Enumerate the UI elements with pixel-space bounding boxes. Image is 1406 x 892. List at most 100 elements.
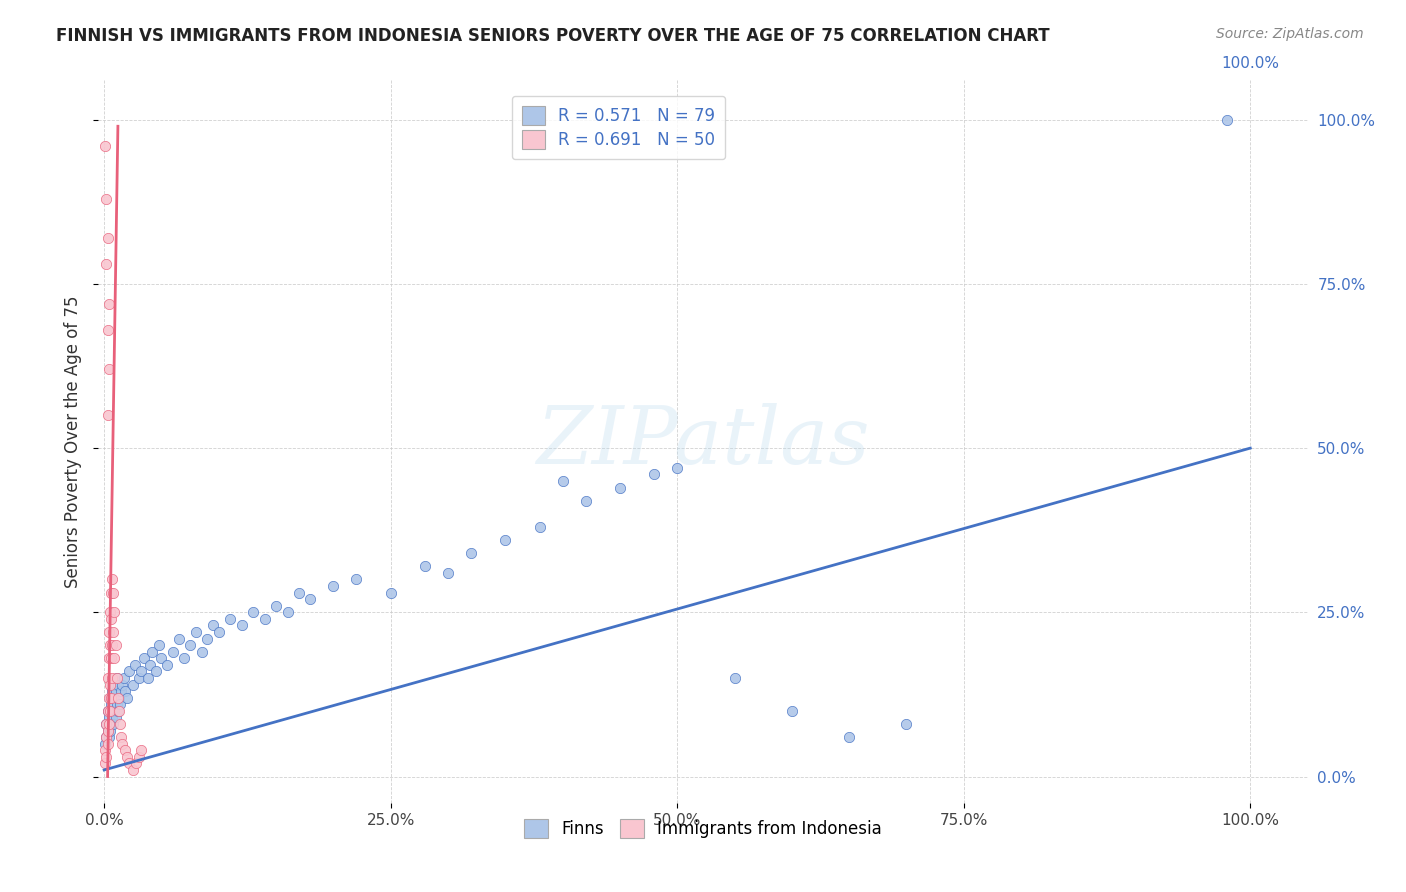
Point bbox=[104, 638, 127, 652]
Point bbox=[208, 625, 231, 640]
Point bbox=[98, 704, 121, 718]
Point bbox=[97, 651, 120, 665]
Point bbox=[322, 579, 344, 593]
Point bbox=[97, 730, 120, 744]
Point bbox=[529, 520, 551, 534]
Point bbox=[108, 698, 131, 712]
Point bbox=[103, 690, 125, 705]
Point bbox=[145, 665, 167, 679]
Point bbox=[97, 362, 120, 376]
Point bbox=[97, 690, 120, 705]
Point bbox=[494, 533, 516, 547]
Point bbox=[115, 690, 138, 705]
Point bbox=[551, 474, 574, 488]
Point bbox=[107, 690, 129, 705]
Point bbox=[277, 605, 299, 619]
Point bbox=[101, 710, 124, 724]
Point bbox=[264, 599, 287, 613]
Point bbox=[98, 638, 121, 652]
Point bbox=[128, 671, 150, 685]
Point bbox=[103, 605, 125, 619]
Point bbox=[838, 730, 860, 744]
Point bbox=[195, 632, 218, 646]
Point bbox=[94, 756, 117, 771]
Point bbox=[98, 677, 121, 691]
Y-axis label: Seniors Poverty Over the Age of 75: Seniors Poverty Over the Age of 75 bbox=[65, 295, 83, 588]
Point bbox=[344, 573, 367, 587]
Point bbox=[103, 717, 125, 731]
Point bbox=[101, 671, 124, 685]
Point bbox=[141, 645, 163, 659]
Point bbox=[167, 632, 190, 646]
Point bbox=[121, 763, 143, 777]
Point bbox=[105, 671, 128, 685]
Point bbox=[100, 651, 122, 665]
Point bbox=[97, 717, 120, 731]
Point bbox=[100, 612, 122, 626]
Point bbox=[97, 710, 120, 724]
Point bbox=[105, 698, 128, 712]
Point bbox=[179, 638, 201, 652]
Legend: Finns, Immigrants from Indonesia: Finns, Immigrants from Indonesia bbox=[517, 813, 889, 845]
Point bbox=[97, 409, 120, 423]
Point bbox=[108, 704, 131, 718]
Point bbox=[103, 651, 125, 665]
Point bbox=[413, 559, 436, 574]
Point bbox=[97, 323, 120, 337]
Point bbox=[162, 645, 184, 659]
Point bbox=[104, 710, 127, 724]
Point bbox=[108, 690, 131, 705]
Point bbox=[150, 651, 173, 665]
Point bbox=[111, 737, 134, 751]
Point bbox=[97, 296, 120, 310]
Point bbox=[124, 657, 146, 672]
Point bbox=[609, 481, 631, 495]
Point bbox=[460, 546, 482, 560]
Point bbox=[94, 139, 117, 153]
Point bbox=[100, 698, 122, 712]
Point bbox=[242, 605, 264, 619]
Point bbox=[112, 671, 135, 685]
Point bbox=[97, 723, 120, 738]
Point bbox=[118, 665, 141, 679]
Point bbox=[219, 612, 242, 626]
Point bbox=[96, 192, 118, 206]
Point bbox=[104, 684, 127, 698]
Point bbox=[437, 566, 460, 580]
Point bbox=[98, 605, 121, 619]
Point bbox=[128, 749, 150, 764]
Point bbox=[97, 704, 120, 718]
Point bbox=[253, 612, 276, 626]
Point bbox=[190, 645, 212, 659]
Point bbox=[129, 665, 152, 679]
Point bbox=[1216, 112, 1239, 127]
Point bbox=[136, 671, 159, 685]
Point bbox=[103, 704, 125, 718]
Point bbox=[97, 671, 120, 685]
Point bbox=[101, 684, 124, 698]
Point bbox=[98, 723, 121, 738]
Point bbox=[98, 704, 121, 718]
Point bbox=[107, 704, 129, 718]
Point bbox=[101, 573, 124, 587]
Point bbox=[184, 625, 207, 640]
Point bbox=[94, 743, 117, 757]
Point bbox=[97, 737, 120, 751]
Point bbox=[96, 749, 118, 764]
Point bbox=[118, 756, 141, 771]
Point bbox=[110, 684, 132, 698]
Point bbox=[156, 657, 179, 672]
Point bbox=[148, 638, 170, 652]
Point bbox=[103, 585, 125, 599]
Point bbox=[139, 657, 162, 672]
Point bbox=[97, 704, 120, 718]
Point bbox=[723, 671, 745, 685]
Point bbox=[129, 743, 152, 757]
Point bbox=[173, 651, 195, 665]
Point bbox=[96, 730, 118, 744]
Text: FINNISH VS IMMIGRANTS FROM INDONESIA SENIORS POVERTY OVER THE AGE OF 75 CORRELAT: FINNISH VS IMMIGRANTS FROM INDONESIA SEN… bbox=[56, 27, 1050, 45]
Point bbox=[96, 730, 118, 744]
Point bbox=[96, 717, 118, 731]
Point bbox=[574, 493, 596, 508]
Point bbox=[96, 257, 118, 271]
